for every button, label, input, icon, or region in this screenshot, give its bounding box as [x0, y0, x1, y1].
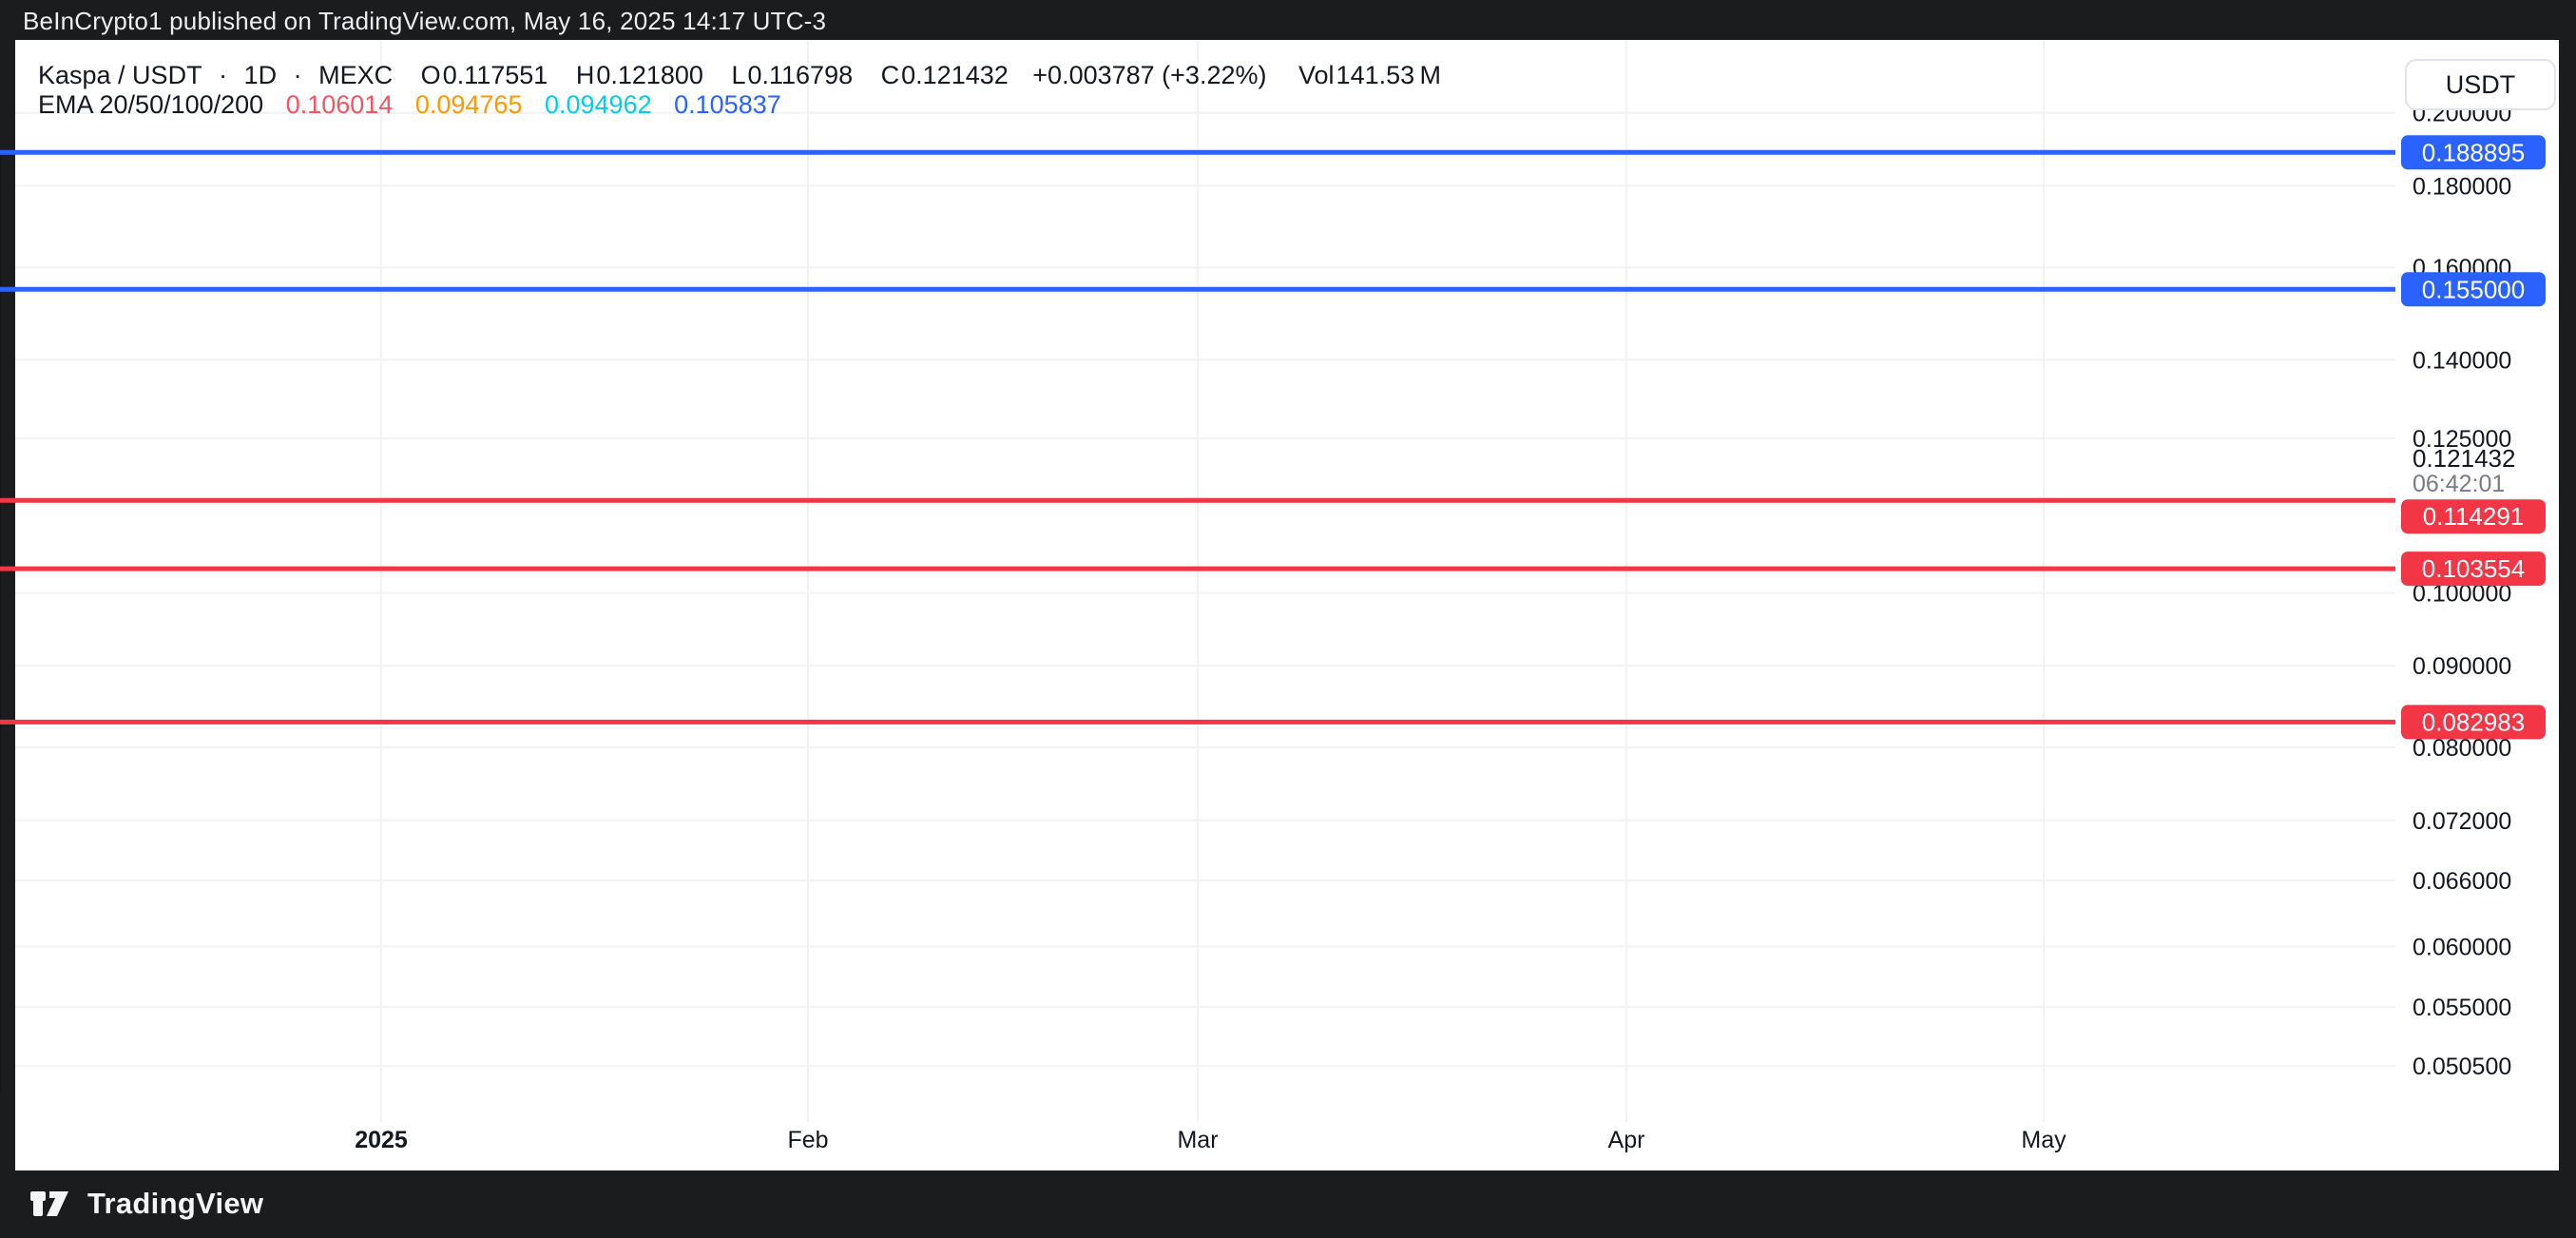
high-label: H [575, 61, 595, 89]
separator-dot: · [293, 61, 302, 89]
interval-label[interactable]: 1D [243, 61, 278, 89]
ema200-value: 0.105837 [674, 90, 781, 119]
svg-text:0.055000: 0.055000 [2413, 995, 2511, 1021]
price-axis[interactable] [2395, 40, 2559, 1124]
gridlines [15, 40, 2395, 1122]
ema20-value: 0.106014 [285, 90, 394, 119]
tradingview-brand-text[interactable]: TradingView [87, 1187, 264, 1220]
svg-text:May: May [2021, 1127, 2067, 1153]
svg-text:0.050500: 0.050500 [2413, 1054, 2511, 1080]
svg-text:Mar: Mar [1177, 1127, 1218, 1153]
time-axis[interactable] [15, 1124, 2395, 1170]
svg-text:0.103554: 0.103554 [2422, 554, 2525, 583]
chart-plot-area[interactable] [15, 40, 2395, 1124]
close-value: 0.121432 [901, 61, 1009, 89]
price-axis-badges: 0.188895 0.155000 0.114291 0.103554 0.082983 [2401, 135, 2546, 740]
ema50-value: 0.094765 [414, 90, 523, 119]
svg-text:0.066000: 0.066000 [2413, 868, 2511, 895]
svg-text:0.082983: 0.082983 [2422, 707, 2525, 736]
ema100-value: 0.094962 [544, 90, 652, 119]
ema-indicator-name[interactable]: EMA 20/50/100/200 [38, 90, 264, 119]
change-value: +0.003787 (+3.22%) [1032, 61, 1267, 89]
exchange-label[interactable]: MEXC [318, 61, 394, 89]
separator-dot: · [219, 61, 228, 89]
svg-text:0.114291: 0.114291 [2423, 502, 2525, 531]
chart-canvas-background [15, 40, 2559, 1170]
volume-value: 141.53 M [1336, 61, 1442, 89]
svg-text:0.125000: 0.125000 [2413, 426, 2511, 453]
svg-text:Feb: Feb [787, 1127, 828, 1153]
currency-unit-button[interactable]: USDT [2405, 59, 2556, 110]
volume-label: Vol [1298, 61, 1335, 89]
open-label: O [420, 61, 441, 89]
svg-text:0.072000: 0.072000 [2413, 808, 2511, 835]
horizontal-rays [0, 149, 2395, 725]
svg-text:0.060000: 0.060000 [2413, 935, 2511, 961]
svg-text:0.121432: 0.121432 [2413, 444, 2515, 473]
svg-text:0.090000: 0.090000 [2413, 653, 2511, 680]
low-label: L [731, 61, 746, 89]
publish-top-bar: BeInCrypto1 published on TradingView.com… [0, 0, 2576, 40]
svg-text:Apr: Apr [1608, 1127, 1645, 1153]
svg-text:0.080000: 0.080000 [2413, 735, 2511, 762]
svg-text:0.140000: 0.140000 [2413, 347, 2511, 374]
svg-text:0.188895: 0.188895 [2422, 138, 2525, 166]
open-value: 0.117551 [442, 61, 548, 89]
high-value: 0.121800 [596, 61, 703, 89]
svg-text:0.180000: 0.180000 [2413, 173, 2511, 200]
footer-bar: TradingView [0, 1170, 2576, 1238]
svg-text:0.155000: 0.155000 [2422, 275, 2525, 303]
tradingview-logo-icon[interactable] [29, 1182, 72, 1226]
svg-text:06:42:01: 06:42:01 [2413, 471, 2505, 497]
time-axis-labels: 2025 Feb Mar Apr May [355, 1127, 2067, 1153]
indicator-legend[interactable]: EMA 20/50/100/200 0.106014 0.094765 0.09… [38, 90, 797, 120]
symbol-legend[interactable]: Kaspa / USDT · 1D · MEXC O0.117551 H0.12… [38, 61, 1441, 90]
publish-attribution-text: BeInCrypto1 published on TradingView.com… [23, 7, 827, 35]
close-label: C [880, 61, 900, 89]
svg-text:2025: 2025 [355, 1127, 408, 1153]
symbol-title[interactable]: Kaspa / USDT [38, 61, 202, 89]
low-value: 0.116798 [747, 61, 854, 89]
